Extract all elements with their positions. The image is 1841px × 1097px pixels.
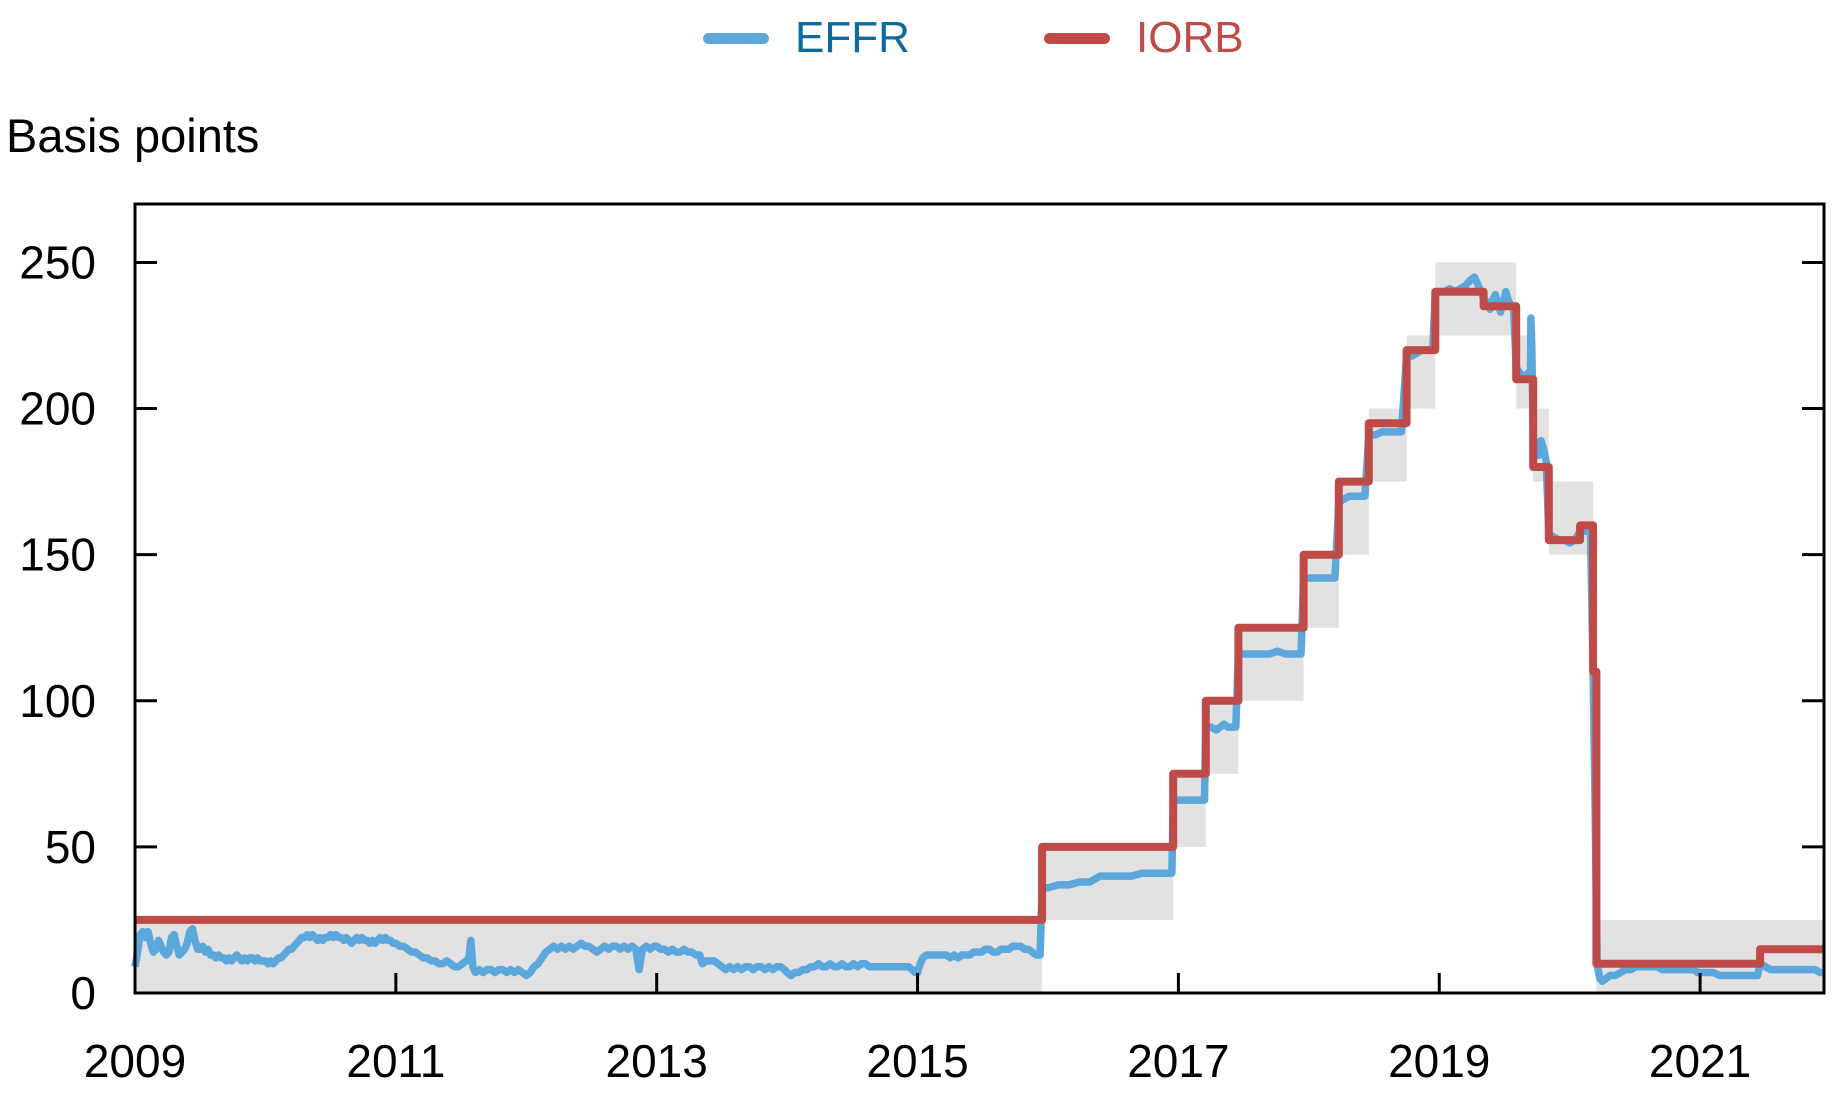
iorb-line-swatch-icon bbox=[1044, 32, 1110, 44]
legend-item-effr: EFFR bbox=[703, 14, 910, 62]
y-tick-label: 50 bbox=[45, 821, 96, 873]
x-tick-label: 2011 bbox=[346, 1035, 445, 1087]
y-tick-label: 150 bbox=[19, 529, 96, 581]
target-range-band bbox=[1596, 919, 1824, 993]
legend-label-iorb: IORB bbox=[1136, 13, 1244, 62]
y-tick-label: 0 bbox=[70, 967, 96, 1019]
target-range-band bbox=[1173, 773, 1206, 847]
x-tick-label: 2009 bbox=[84, 1035, 186, 1087]
y-axis-unit-label: Basis points bbox=[6, 109, 260, 162]
y-tick-label: 250 bbox=[19, 236, 96, 288]
y-tick-label: 200 bbox=[19, 383, 96, 435]
target-range-band bbox=[135, 919, 1043, 993]
x-tick-label: 2015 bbox=[866, 1035, 968, 1087]
legend-label-effr: EFFR bbox=[795, 13, 910, 62]
effr-line bbox=[131, 273, 1824, 986]
legend-item-iorb: IORB bbox=[1044, 14, 1244, 62]
x-tick-label: 2013 bbox=[606, 1035, 708, 1087]
y-tick-label: 100 bbox=[19, 675, 96, 727]
x-tick-label: 2019 bbox=[1388, 1035, 1490, 1087]
effr-line-swatch-icon bbox=[703, 32, 769, 44]
x-tick-label: 2017 bbox=[1127, 1035, 1229, 1087]
iorb-line bbox=[135, 287, 1824, 968]
x-tick-label: 2021 bbox=[1649, 1035, 1751, 1087]
axis-box bbox=[133, 202, 1826, 995]
target-range-band bbox=[1238, 627, 1304, 701]
